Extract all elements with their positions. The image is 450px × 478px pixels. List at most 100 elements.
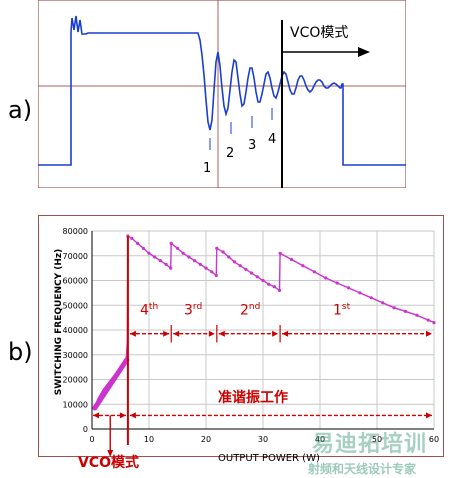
x-tick-label: 10 bbox=[144, 435, 154, 444]
valley-label-1: 1 bbox=[203, 161, 212, 176]
y-tick-label: 0 bbox=[83, 425, 88, 434]
watermark-logo: 易迪拓培训 bbox=[312, 432, 428, 457]
vco-band bbox=[92, 357, 130, 411]
y-tick-labels: 0 10000 20000 30000 40000 50000 60000 70000 8000… bbox=[63, 227, 88, 434]
order-label-1st-base: 1 bbox=[333, 302, 342, 319]
panel-a-label: a) bbox=[8, 96, 33, 124]
data-point bbox=[432, 321, 436, 325]
data-point bbox=[198, 262, 202, 266]
data-point bbox=[426, 318, 430, 322]
data-point bbox=[232, 260, 237, 264]
x-tick-label: 30 bbox=[258, 435, 268, 444]
x-tick-label: 0 bbox=[89, 435, 94, 444]
x-tick-label: 20 bbox=[201, 435, 211, 444]
valley-label-2: 2 bbox=[226, 146, 235, 161]
order-range-arrow-4-head-right bbox=[426, 330, 432, 337]
watermark-subtitle: 射频和天线设计专家 bbox=[308, 462, 417, 476]
y-tick-label: 50000 bbox=[63, 301, 88, 310]
order-label-2nd: 2nd bbox=[240, 302, 260, 319]
data-point bbox=[221, 250, 225, 254]
y-tick-label: 80000 bbox=[63, 227, 88, 236]
data-point bbox=[215, 246, 219, 250]
panel-a-vco-text: VCO模式 bbox=[290, 25, 349, 41]
data-point bbox=[238, 264, 242, 268]
order-label-3rd-sup: rd bbox=[192, 302, 203, 312]
x-tick-label: 60 bbox=[429, 435, 439, 444]
data-point bbox=[392, 306, 396, 310]
order-label-1st-sup: st bbox=[341, 302, 351, 312]
data-point bbox=[403, 309, 408, 313]
y-tick-label: 20000 bbox=[63, 376, 88, 385]
data-point bbox=[153, 255, 157, 259]
data-point bbox=[169, 241, 173, 245]
chart-series bbox=[92, 234, 436, 411]
panel-b-chart: 0 10000 20000 30000 40000 50000 60000 70000 8000… bbox=[63, 227, 439, 457]
order-label-4th-sup: th bbox=[148, 302, 159, 312]
qr-range-arrow-head-left bbox=[129, 412, 136, 419]
order-label-4th-base: 4 bbox=[140, 302, 149, 319]
vco-range-arrow-head-right bbox=[119, 412, 126, 419]
data-point bbox=[250, 271, 254, 275]
data-point bbox=[169, 266, 173, 270]
x-tick-label: 50 bbox=[372, 435, 382, 444]
data-point bbox=[415, 313, 419, 317]
vco-range-arrow-head-left bbox=[93, 412, 99, 419]
panel-b-label: b) bbox=[8, 338, 33, 366]
y-tick-label: 70000 bbox=[63, 252, 88, 261]
x-axis-title: OUTPUT POWER (W) bbox=[218, 453, 320, 464]
order-label-3rd-base: 3 bbox=[184, 302, 193, 319]
qr-range-arrow-head-right bbox=[426, 412, 432, 419]
order-range-arrow-4-head-left bbox=[282, 330, 289, 337]
data-point bbox=[255, 275, 259, 279]
panel-a-oscillogram bbox=[38, 0, 406, 188]
y-tick-label: 40000 bbox=[63, 326, 88, 335]
x-tick-labels: 0 10 20 30 40 50 60 bbox=[89, 435, 439, 444]
data-point bbox=[324, 276, 328, 280]
data-point bbox=[261, 278, 265, 283]
data-point bbox=[289, 257, 294, 262]
order-range-arrow-1-head-left bbox=[129, 330, 136, 337]
region-markers bbox=[93, 235, 432, 457]
order-range-arrow-3-head-right bbox=[272, 330, 279, 337]
data-point bbox=[227, 255, 231, 259]
vco-mode-label: VCO模式 bbox=[78, 455, 140, 471]
data-point bbox=[335, 281, 339, 285]
order-label-3rd: 3rd bbox=[184, 302, 202, 319]
panel-a-waveform bbox=[38, 15, 406, 166]
data-point bbox=[164, 262, 168, 266]
data-point bbox=[204, 266, 208, 270]
order-label-1st: 1st bbox=[333, 302, 350, 319]
data-point bbox=[214, 273, 218, 278]
panel-a-vco-arrowhead bbox=[358, 47, 370, 57]
data-point bbox=[187, 255, 191, 259]
data-point bbox=[381, 301, 385, 305]
order-range-arrow-3-head-left bbox=[218, 330, 225, 337]
order-range-arrow-2-head-right bbox=[208, 330, 215, 337]
data-point bbox=[358, 291, 362, 295]
order-label-4th: 4th bbox=[140, 302, 158, 319]
valley-label-3: 3 bbox=[248, 138, 257, 153]
x-tick-label: 40 bbox=[315, 435, 325, 444]
data-point bbox=[210, 270, 214, 274]
data-point bbox=[130, 236, 134, 240]
data-point bbox=[267, 282, 271, 286]
vco-pointer-head bbox=[107, 450, 114, 457]
valley-label-4: 4 bbox=[268, 132, 277, 147]
order-range-arrow-2-head-left bbox=[173, 330, 180, 337]
y-axis-title: SWITCHING FREQUENCY (Hz) bbox=[54, 248, 64, 396]
data-point bbox=[181, 251, 185, 255]
y-tick-label: 60000 bbox=[63, 277, 88, 286]
data-point bbox=[277, 288, 282, 292]
order-label-2nd-sup: nd bbox=[248, 302, 261, 312]
order-label-2nd-base: 2 bbox=[240, 302, 249, 319]
data-point bbox=[346, 286, 351, 290]
data-point bbox=[141, 246, 145, 250]
data-point bbox=[272, 285, 276, 289]
y-tick-label: 10000 bbox=[63, 400, 88, 409]
data-point bbox=[278, 251, 282, 255]
y-tick-label: 30000 bbox=[63, 351, 88, 360]
data-point bbox=[369, 296, 373, 300]
data-point bbox=[312, 270, 316, 274]
data-point bbox=[175, 246, 180, 250]
frequency-curve bbox=[94, 234, 435, 407]
